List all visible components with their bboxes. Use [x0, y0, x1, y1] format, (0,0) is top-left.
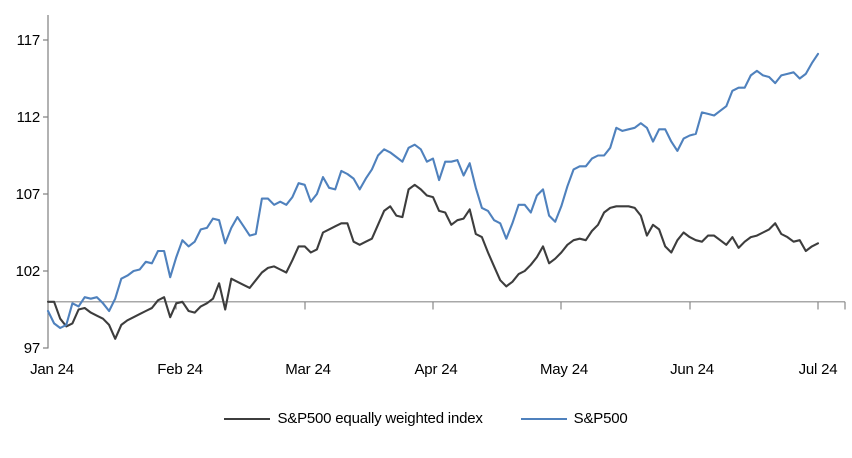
- x-tick-label: Jan 24: [30, 361, 74, 378]
- legend-swatch-sp500: [520, 418, 567, 420]
- x-tick-label: Mar 24: [285, 361, 331, 378]
- y-axis-labels: 117 112 107 102 97: [16, 32, 41, 357]
- x-axis-labels: Jan 24 Feb 24 Mar 24 Apr 24 May 24 Jun 2…: [30, 361, 838, 378]
- y-tick-label: 107: [16, 186, 40, 203]
- legend-item-sp500: S&P500: [520, 410, 628, 428]
- y-tick-label: 112: [17, 109, 40, 126]
- x-tick-label: Apr 24: [415, 361, 458, 378]
- chart-legend: S&P500 equally weighted index S&P500: [0, 410, 852, 428]
- series-line-equal-weight: [46, 183, 820, 340]
- y-axis-ticks: [43, 39, 48, 349]
- legend-label-equal-weight: S&P500 equally weighted index: [277, 410, 483, 427]
- legend-item-equal-weight: S&P500 equally weighted index: [224, 410, 483, 428]
- series-line-sp500: [46, 52, 820, 330]
- y-tick-label: 117: [17, 32, 40, 49]
- legend-label-sp500: S&P500: [573, 410, 628, 427]
- legend-swatch-equal-weight: [224, 418, 271, 420]
- x-axis-ticks: [175, 301, 846, 310]
- x-tick-label: May 24: [540, 361, 588, 378]
- y-tick-label: 97: [24, 340, 40, 357]
- y-tick-label: 102: [16, 263, 40, 280]
- x-tick-label: Feb 24: [157, 361, 203, 378]
- x-tick-label: Jul 24: [799, 361, 838, 378]
- x-tick-label: Jun 24: [670, 361, 714, 378]
